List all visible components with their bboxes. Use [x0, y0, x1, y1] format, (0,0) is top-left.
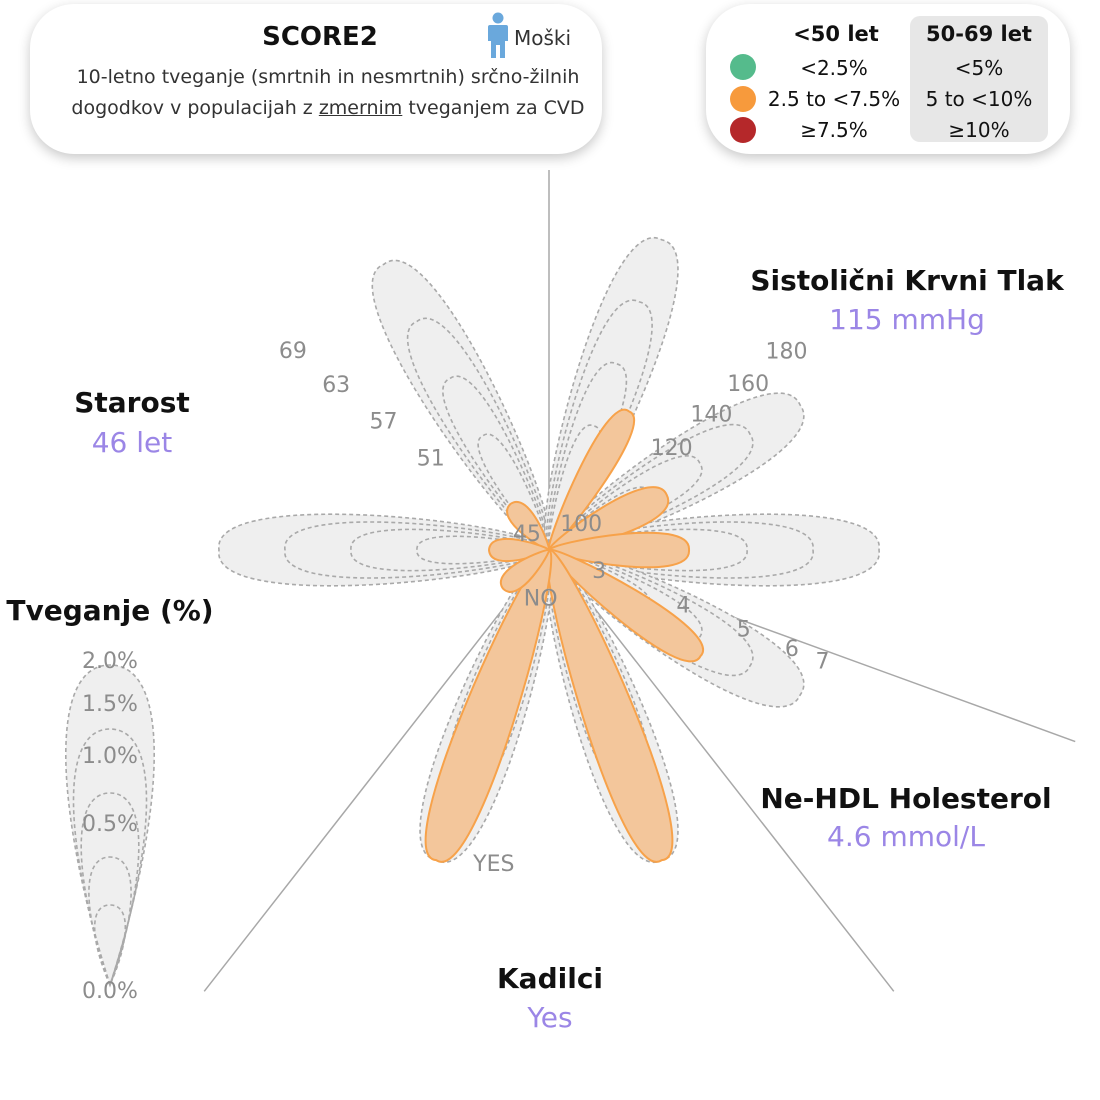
risk-scale-level-1: [72, 728, 148, 988]
tick-label-axis1-1: 120: [651, 436, 693, 461]
axis-line-3: [203, 549, 550, 992]
risk-tick-3: 1.5%: [82, 692, 138, 717]
risk-axis-title: Tveganje (%): [6, 594, 214, 627]
info-card: SCORE2 Moški 10-letno tveganje (smrtnih …: [30, 4, 602, 154]
background-petal-7-level-2: [350, 528, 550, 572]
background-petal-0-level-3: [477, 433, 550, 551]
tick-label-axis0-3: 63: [322, 373, 350, 398]
tick-label-axis0-0: 45: [513, 522, 541, 547]
risk-scale-level-3: [88, 856, 132, 988]
legend-50-69-low: <5%: [954, 56, 1004, 80]
legend-dot-orange: [730, 86, 756, 112]
tick-label-axis2-4: 7: [816, 650, 830, 675]
legend-under50-low: <2.5%: [800, 56, 868, 80]
background-petal-1-level-2: [546, 361, 628, 551]
legend-under50-mid: 2.5 to <7.5%: [767, 87, 901, 111]
legend-header-under50: <50 let: [793, 22, 879, 46]
subtitle-line1: 10-letno tveganje (smrtnih in nesmrtnih)…: [76, 66, 580, 88]
tick-label-axis2-1: 4: [676, 593, 690, 618]
risk-tick-0: 0.0%: [82, 979, 138, 1004]
tick-label-axis3-0: NO: [524, 586, 558, 611]
age-axis-value: 46 let: [91, 426, 173, 459]
tick-label-axis0-2: 57: [370, 410, 398, 435]
highlight-petal-age-lower: [499, 548, 551, 593]
risk-scale-petal: 0.0% 0.5% 1.0% 1.5% 2.0%: [65, 649, 155, 1004]
tick-label-axis0-1: 51: [417, 447, 445, 472]
highlight-petals: [424, 408, 705, 863]
tick-label-axis2-0: 3: [592, 559, 606, 584]
tick-label-axis3-1: YES: [472, 852, 514, 877]
risk-scale-level-4: [93, 904, 127, 987]
chol-axis-title: Ne-HDL Holesterol: [760, 782, 1052, 815]
smoke-axis-title: Kadilci: [496, 962, 604, 995]
highlight-petal-sbp-main: [547, 408, 636, 552]
highlight-petal-chol: [547, 548, 705, 663]
tick-label-axis1-4: 180: [766, 340, 808, 365]
age-axis-title: Starost: [74, 386, 190, 419]
sbp-axis-value: 115 mmHg: [829, 303, 985, 336]
tick-label-axis2-3: 6: [785, 637, 799, 662]
gender-label: Moški: [514, 26, 572, 50]
tick-label-axis0-4: 69: [279, 339, 307, 364]
risk-tick-1: 0.5%: [82, 812, 138, 837]
highlight-petal-sbp-third: [547, 531, 691, 569]
chart-subtitle: 10-letno tveganje (smrtnih in nesmrtnih)…: [48, 62, 608, 124]
legend-dot-green: [730, 54, 756, 80]
background-petal-0-level-0: [371, 259, 552, 551]
risk-tick-2: 1.0%: [82, 744, 138, 769]
legend-header-50-69: 50-69 let: [926, 22, 1032, 46]
background-petal-0-level-1: [407, 317, 552, 551]
legend-50-69-mid: 5 to <10%: [925, 87, 1033, 111]
legend-under50-high: ≥7.5%: [800, 118, 868, 142]
male-person-icon: [488, 12, 508, 58]
tick-label-axis1-0: 100: [560, 512, 602, 537]
highlight-petal-smoke-right: [545, 548, 674, 863]
legend-column-shade: [910, 16, 1048, 142]
subtitle-line2-pre: dogodkov v populacijah z: [71, 97, 319, 119]
background-petal-7-level-1: [284, 521, 550, 579]
legend-50-69-high: ≥10%: [948, 118, 1010, 142]
chol-axis-value: 4.6 mmol/L: [827, 820, 985, 853]
tick-label-axis1-2: 140: [690, 403, 732, 428]
axis-line-2: [548, 549, 895, 992]
tick-label-axis2-2: 5: [737, 618, 751, 643]
highlight-petal-smoke-left: [424, 548, 553, 863]
risk-tick-4: 2.0%: [82, 649, 138, 674]
risk-scale-level-2: [80, 792, 140, 988]
subtitle-line2-post: tveganjem za CVD: [402, 97, 585, 119]
subtitle-underlined: zmernim: [318, 97, 403, 119]
sbp-axis-title: Sistolični Krvni Tlak: [750, 264, 1064, 297]
chart-title: SCORE2: [262, 22, 378, 52]
tick-label-axis1-3: 160: [727, 372, 769, 397]
risk-legend-card: <50 let 50-69 let <2.5% <5% 2.5 to <7.5%…: [706, 4, 1070, 154]
smoke-axis-value: Yes: [527, 1001, 573, 1034]
legend-dot-red: [730, 117, 756, 143]
